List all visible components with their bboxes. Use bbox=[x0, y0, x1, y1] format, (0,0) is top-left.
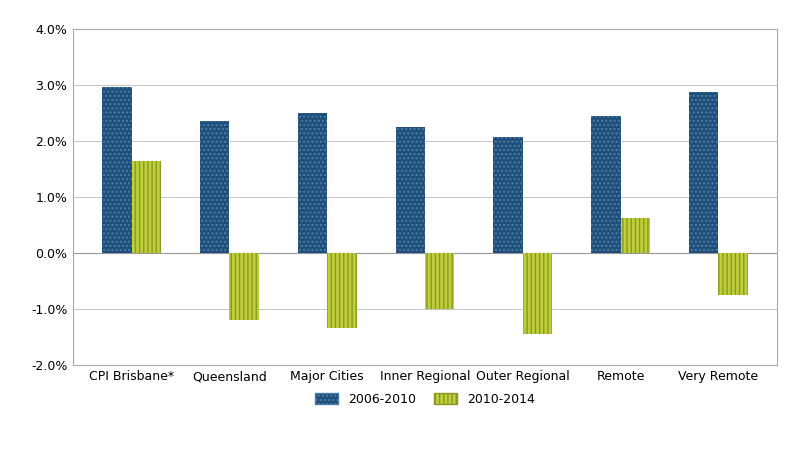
Legend: 2006-2010, 2010-2014: 2006-2010, 2010-2014 bbox=[309, 387, 541, 412]
Bar bbox=[230, 253, 258, 320]
Bar bbox=[102, 87, 132, 253]
Bar bbox=[718, 253, 748, 295]
Bar bbox=[522, 253, 552, 334]
Bar bbox=[396, 127, 425, 253]
Bar bbox=[327, 253, 357, 328]
Bar bbox=[494, 137, 522, 253]
Bar bbox=[425, 253, 454, 308]
Bar bbox=[200, 122, 230, 253]
Bar bbox=[689, 92, 718, 253]
Bar bbox=[132, 160, 161, 253]
Bar bbox=[621, 218, 650, 253]
Bar bbox=[298, 113, 327, 253]
Bar bbox=[591, 116, 621, 253]
